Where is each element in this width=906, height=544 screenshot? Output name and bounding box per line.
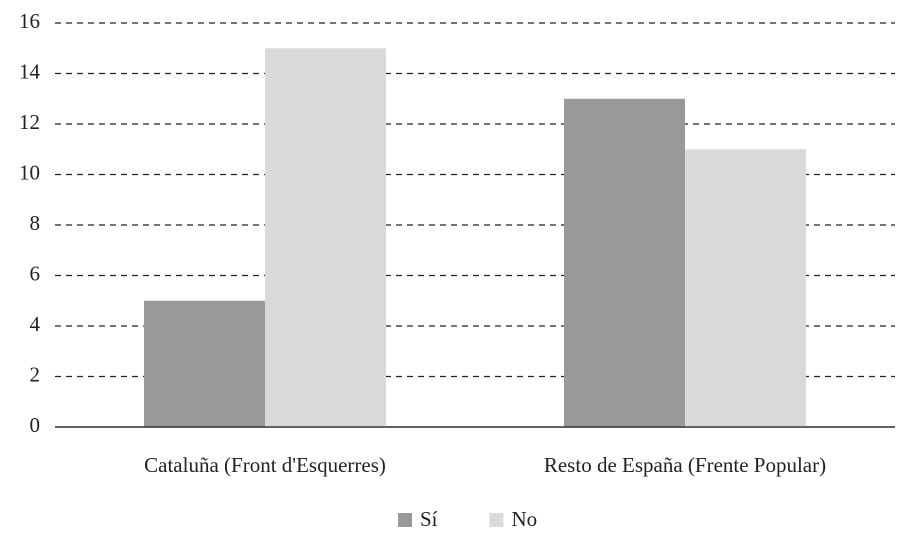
bar bbox=[685, 149, 806, 427]
y-tick-label: 0 bbox=[30, 413, 41, 437]
legend-label: Sí bbox=[420, 507, 438, 531]
bar bbox=[564, 98, 685, 427]
x-tick-label: Cataluña (Front d'Esquerres) bbox=[144, 453, 386, 477]
y-tick-label: 4 bbox=[30, 312, 41, 336]
y-tick-label: 2 bbox=[30, 362, 41, 386]
y-tick-label: 8 bbox=[30, 211, 41, 235]
y-tick-label: 14 bbox=[19, 59, 41, 83]
legend-label: No bbox=[512, 507, 538, 531]
y-tick-label: 10 bbox=[19, 160, 40, 184]
y-tick-label: 6 bbox=[30, 261, 41, 285]
legend-swatch bbox=[398, 513, 412, 527]
bar bbox=[144, 300, 265, 427]
bar bbox=[265, 48, 386, 427]
legend-swatch bbox=[489, 513, 504, 527]
y-tick-label: 16 bbox=[19, 9, 40, 33]
y-tick-label: 12 bbox=[19, 110, 40, 134]
x-tick-label: Resto de España (Frente Popular) bbox=[544, 453, 826, 477]
